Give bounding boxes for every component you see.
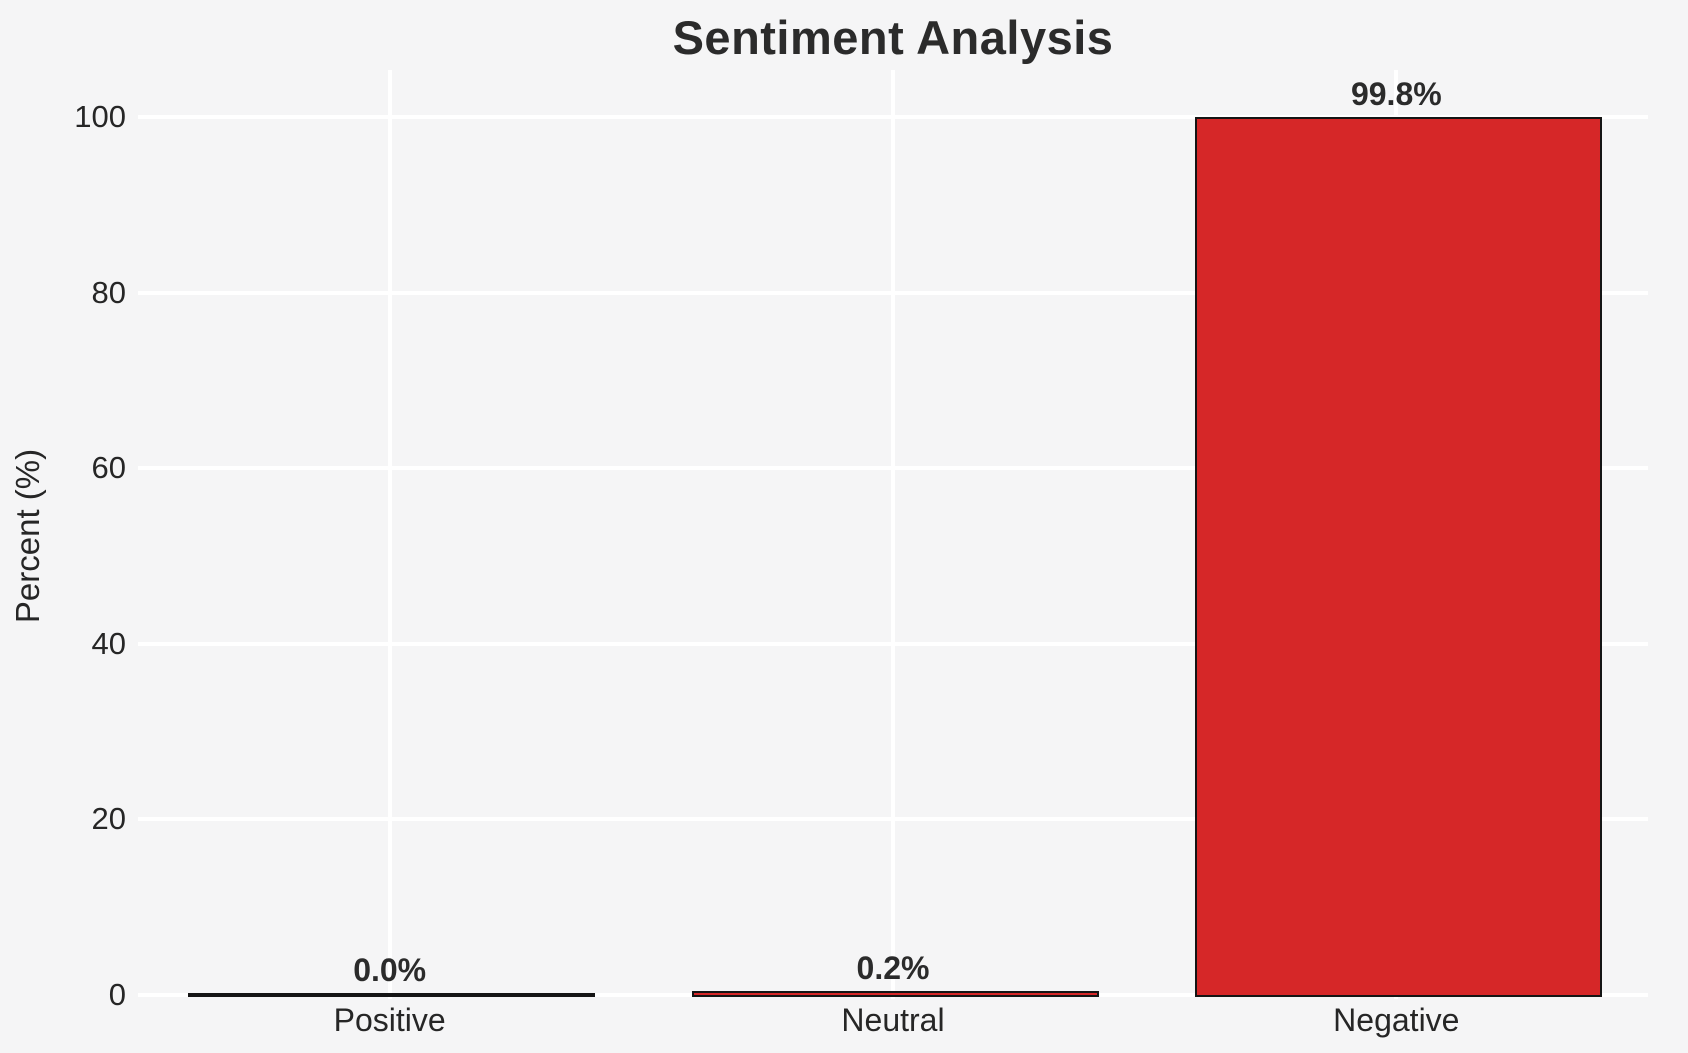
x-tick-label-neutral: Neutral	[841, 1002, 945, 1038]
y-tick-label-80: 80	[91, 274, 126, 310]
y-tick-label-20: 20	[91, 801, 126, 837]
y-tick-label-0: 0	[108, 977, 126, 1012]
bar-value-label-negative: 99.8%	[1350, 76, 1442, 112]
v-gridline-neutral	[891, 70, 895, 999]
y-tick-label-60: 60	[91, 450, 126, 486]
bar-negative	[1194, 117, 1602, 997]
bar-positive	[188, 993, 596, 997]
bar-value-label-neutral: 0.2%	[856, 950, 930, 986]
bar-neutral	[691, 991, 1099, 997]
v-gridline-positive	[387, 70, 392, 999]
y-tick-label-40: 40	[91, 625, 126, 661]
y-axis-label: Percent (%)	[9, 448, 46, 624]
bar-value-label-positive: 0.0%	[353, 952, 427, 988]
y-tick-label-100: 100	[74, 99, 126, 134]
x-tick-label-negative: Negative	[1333, 1002, 1460, 1038]
chart-title: Sentiment Analysis	[672, 11, 1114, 64]
x-tick-label-positive: Positive	[333, 1002, 446, 1038]
